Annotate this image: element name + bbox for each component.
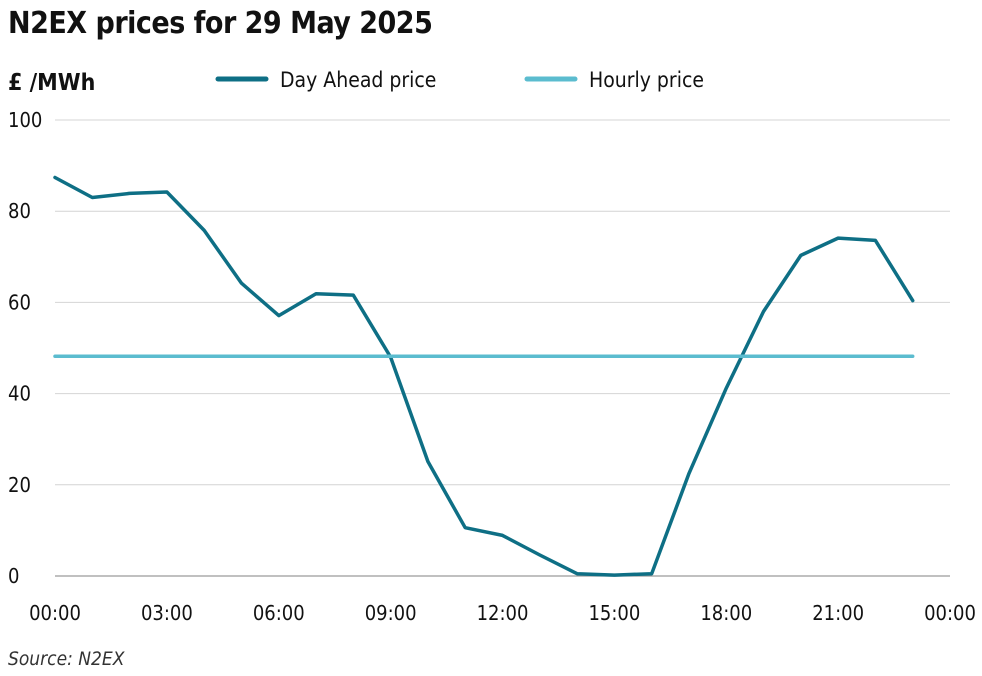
- series-line-day-ahead: [53, 175, 915, 577]
- x-tick-label: 00:00: [924, 601, 976, 625]
- legend-label: Hourly price: [589, 68, 704, 92]
- x-tick-label: 03:00: [141, 601, 193, 625]
- y-tick-label: 0: [8, 564, 19, 588]
- series-lines: [53, 175, 915, 577]
- legend-label: Day Ahead price: [280, 68, 436, 92]
- legend: Day Ahead price Hourly price: [215, 68, 704, 92]
- x-tick-label: 06:00: [253, 601, 305, 625]
- y-tick-label: 80: [8, 199, 31, 223]
- y-tick-label: 20: [8, 473, 31, 497]
- chart-title: N2EX prices for 29 May 2025: [8, 6, 433, 41]
- x-axis-ticks: 00:00 03:00 06:00 09:00 12:00 15:00 18:00 21:00…: [29, 601, 976, 625]
- y-axis-ticks: 0 20 40 60 80 100: [8, 108, 42, 588]
- y-tick-label: 100: [8, 108, 42, 132]
- y-tick-label: 60: [8, 290, 31, 314]
- x-tick-label: 21:00: [812, 601, 864, 625]
- y-tick-label: 40: [8, 382, 31, 406]
- x-tick-label: 15:00: [588, 601, 640, 625]
- x-tick-label: 18:00: [700, 601, 752, 625]
- x-tick-label: 00:00: [29, 601, 81, 625]
- legend-item: Day Ahead price: [215, 68, 436, 92]
- gridlines: [55, 119, 950, 577]
- x-tick-label: 12:00: [477, 601, 529, 625]
- y-axis-label: £ /MWh: [8, 70, 95, 96]
- legend-item: Hourly price: [524, 68, 704, 92]
- x-tick-label: 09:00: [365, 601, 417, 625]
- source-note: Source: N2EX: [8, 648, 125, 670]
